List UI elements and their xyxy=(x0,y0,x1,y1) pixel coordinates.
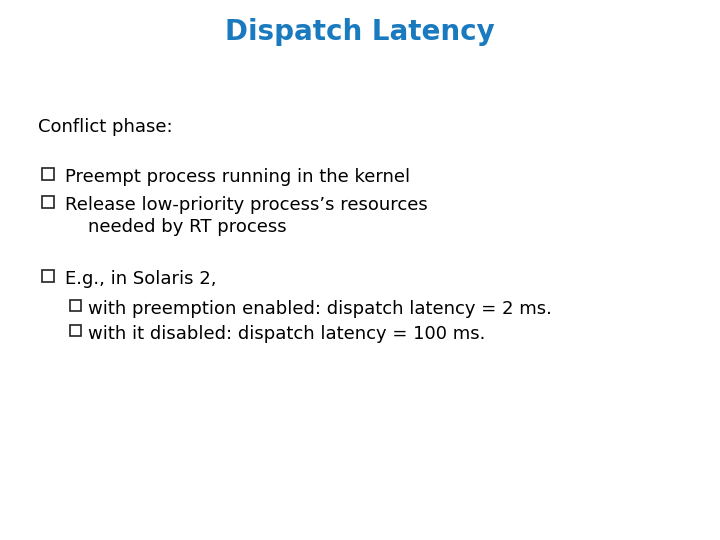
Bar xyxy=(70,300,81,311)
Text: with it disabled: dispatch latency = 100 ms.: with it disabled: dispatch latency = 100… xyxy=(88,325,485,343)
Text: with preemption enabled: dispatch latency = 2 ms.: with preemption enabled: dispatch latenc… xyxy=(88,300,552,318)
Bar xyxy=(70,325,81,336)
Text: needed by RT process: needed by RT process xyxy=(65,218,287,236)
Text: Release low-priority process’s resources: Release low-priority process’s resources xyxy=(65,196,428,214)
Text: Conflict phase:: Conflict phase: xyxy=(38,118,173,136)
Text: Dispatch Latency: Dispatch Latency xyxy=(225,18,495,46)
Bar xyxy=(42,168,54,180)
Text: E.g., in Solaris 2,: E.g., in Solaris 2, xyxy=(65,270,217,288)
Bar xyxy=(42,196,54,208)
Bar xyxy=(42,270,54,282)
Text: Preempt process running in the kernel: Preempt process running in the kernel xyxy=(65,168,410,186)
